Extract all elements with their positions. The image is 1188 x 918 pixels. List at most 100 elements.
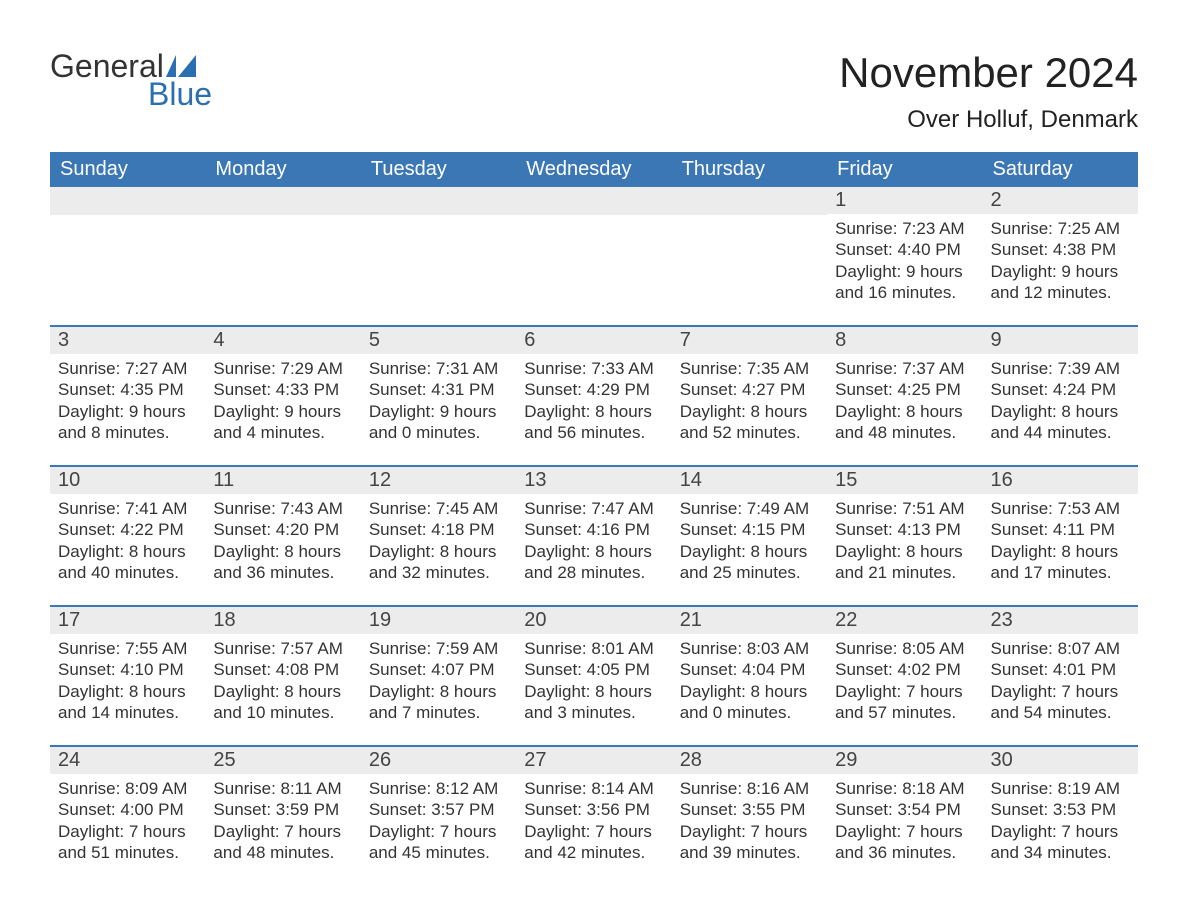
day-body: Sunrise: 8:09 AMSunset: 4:00 PMDaylight:… — [50, 774, 205, 867]
day-line: Sunset: 4:00 PM — [58, 799, 197, 820]
day-line: Sunset: 4:35 PM — [58, 379, 197, 400]
day-line: Sunset: 4:40 PM — [835, 239, 974, 260]
day-body: Sunrise: 7:43 AMSunset: 4:20 PMDaylight:… — [205, 494, 360, 587]
day-line: Daylight: 8 hours — [991, 541, 1130, 562]
day-line: and 25 minutes. — [680, 562, 819, 583]
day-body: Sunrise: 7:45 AMSunset: 4:18 PMDaylight:… — [361, 494, 516, 587]
day-body: Sunrise: 7:33 AMSunset: 4:29 PMDaylight:… — [516, 354, 671, 447]
day-line: Daylight: 7 hours — [369, 821, 508, 842]
day-body: Sunrise: 8:16 AMSunset: 3:55 PMDaylight:… — [672, 774, 827, 867]
day-line: Sunrise: 7:55 AM — [58, 638, 197, 659]
day-line: and 51 minutes. — [58, 842, 197, 863]
weekday-header: Sunday — [50, 152, 205, 187]
day-line: Sunrise: 7:51 AM — [835, 498, 974, 519]
day-number: 9 — [983, 327, 1138, 354]
day-line: and 0 minutes. — [680, 702, 819, 723]
day-line: and 39 minutes. — [680, 842, 819, 863]
day-line: Sunrise: 8:05 AM — [835, 638, 974, 659]
day-body: Sunrise: 8:01 AMSunset: 4:05 PMDaylight:… — [516, 634, 671, 727]
day-number: 6 — [516, 327, 671, 354]
weeks-container: 1Sunrise: 7:23 AMSunset: 4:40 PMDaylight… — [50, 187, 1138, 867]
day-body: Sunrise: 8:19 AMSunset: 3:53 PMDaylight:… — [983, 774, 1138, 867]
day-line: and 3 minutes. — [524, 702, 663, 723]
day-body — [50, 215, 205, 223]
day-number: 5 — [361, 327, 516, 354]
day-line: and 44 minutes. — [991, 422, 1130, 443]
day-line: Sunset: 4:08 PM — [213, 659, 352, 680]
day-line: Daylight: 8 hours — [213, 541, 352, 562]
day-line: Sunrise: 8:18 AM — [835, 778, 974, 799]
weekday-header: Saturday — [983, 152, 1138, 187]
day-cell: 6Sunrise: 7:33 AMSunset: 4:29 PMDaylight… — [516, 327, 671, 447]
day-line: and 45 minutes. — [369, 842, 508, 863]
day-line: Daylight: 8 hours — [58, 541, 197, 562]
day-number: 19 — [361, 607, 516, 634]
day-body — [672, 215, 827, 223]
day-body: Sunrise: 8:11 AMSunset: 3:59 PMDaylight:… — [205, 774, 360, 867]
day-number: 13 — [516, 467, 671, 494]
day-line: and 52 minutes. — [680, 422, 819, 443]
day-line: and 56 minutes. — [524, 422, 663, 443]
day-line: and 34 minutes. — [991, 842, 1130, 863]
day-body: Sunrise: 7:59 AMSunset: 4:07 PMDaylight:… — [361, 634, 516, 727]
day-line: and 40 minutes. — [58, 562, 197, 583]
week-row: 1Sunrise: 7:23 AMSunset: 4:40 PMDaylight… — [50, 187, 1138, 307]
day-line: and 36 minutes. — [835, 842, 974, 863]
day-line: Sunrise: 8:01 AM — [524, 638, 663, 659]
day-body: Sunrise: 8:14 AMSunset: 3:56 PMDaylight:… — [516, 774, 671, 867]
day-cell: 1Sunrise: 7:23 AMSunset: 4:40 PMDaylight… — [827, 187, 982, 307]
weekday-header: Wednesday — [516, 152, 671, 187]
day-line: Sunset: 4:01 PM — [991, 659, 1130, 680]
day-line: and 14 minutes. — [58, 702, 197, 723]
day-cell: 19Sunrise: 7:59 AMSunset: 4:07 PMDayligh… — [361, 607, 516, 727]
day-body: Sunrise: 8:03 AMSunset: 4:04 PMDaylight:… — [672, 634, 827, 727]
day-number: 24 — [50, 747, 205, 774]
title-block: November 2024 Over Holluf, Denmark — [839, 50, 1138, 134]
day-line: Sunset: 3:53 PM — [991, 799, 1130, 820]
day-body: Sunrise: 7:31 AMSunset: 4:31 PMDaylight:… — [361, 354, 516, 447]
day-line: and 54 minutes. — [991, 702, 1130, 723]
day-number: 15 — [827, 467, 982, 494]
day-cell: 3Sunrise: 7:27 AMSunset: 4:35 PMDaylight… — [50, 327, 205, 447]
day-line: and 36 minutes. — [213, 562, 352, 583]
day-line: Daylight: 8 hours — [58, 681, 197, 702]
day-body: Sunrise: 7:23 AMSunset: 4:40 PMDaylight:… — [827, 214, 982, 307]
day-number: 22 — [827, 607, 982, 634]
day-line: Sunset: 4:22 PM — [58, 519, 197, 540]
day-body: Sunrise: 7:53 AMSunset: 4:11 PMDaylight:… — [983, 494, 1138, 587]
day-number: 28 — [672, 747, 827, 774]
day-line: Sunrise: 7:39 AM — [991, 358, 1130, 379]
day-line: Sunset: 4:38 PM — [991, 239, 1130, 260]
day-line: Daylight: 8 hours — [524, 681, 663, 702]
day-cell: 17Sunrise: 7:55 AMSunset: 4:10 PMDayligh… — [50, 607, 205, 727]
day-body: Sunrise: 7:55 AMSunset: 4:10 PMDaylight:… — [50, 634, 205, 727]
brand-line2: Blue — [148, 78, 212, 110]
day-line: Sunrise: 8:03 AM — [680, 638, 819, 659]
day-line: Sunrise: 7:59 AM — [369, 638, 508, 659]
day-line: Daylight: 8 hours — [680, 681, 819, 702]
day-line: Daylight: 8 hours — [369, 681, 508, 702]
day-number: 10 — [50, 467, 205, 494]
day-line: Sunset: 4:15 PM — [680, 519, 819, 540]
day-line: and 17 minutes. — [991, 562, 1130, 583]
day-line: Sunrise: 7:27 AM — [58, 358, 197, 379]
day-line: and 7 minutes. — [369, 702, 508, 723]
day-line: Sunset: 3:59 PM — [213, 799, 352, 820]
day-cell: 25Sunrise: 8:11 AMSunset: 3:59 PMDayligh… — [205, 747, 360, 867]
day-cell — [205, 187, 360, 307]
day-number-empty — [672, 187, 827, 215]
day-number-empty — [50, 187, 205, 215]
day-cell: 11Sunrise: 7:43 AMSunset: 4:20 PMDayligh… — [205, 467, 360, 587]
day-line: Sunset: 3:57 PM — [369, 799, 508, 820]
day-line: Sunrise: 7:45 AM — [369, 498, 508, 519]
day-line: Sunset: 4:27 PM — [680, 379, 819, 400]
weekday-header: Thursday — [672, 152, 827, 187]
location-label: Over Holluf, Denmark — [839, 106, 1138, 134]
day-cell: 7Sunrise: 7:35 AMSunset: 4:27 PMDaylight… — [672, 327, 827, 447]
day-line: Sunrise: 7:53 AM — [991, 498, 1130, 519]
day-cell: 20Sunrise: 8:01 AMSunset: 4:05 PMDayligh… — [516, 607, 671, 727]
day-line: Daylight: 9 hours — [369, 401, 508, 422]
day-line: and 48 minutes. — [835, 422, 974, 443]
day-cell: 30Sunrise: 8:19 AMSunset: 3:53 PMDayligh… — [983, 747, 1138, 867]
day-line: Sunset: 3:56 PM — [524, 799, 663, 820]
